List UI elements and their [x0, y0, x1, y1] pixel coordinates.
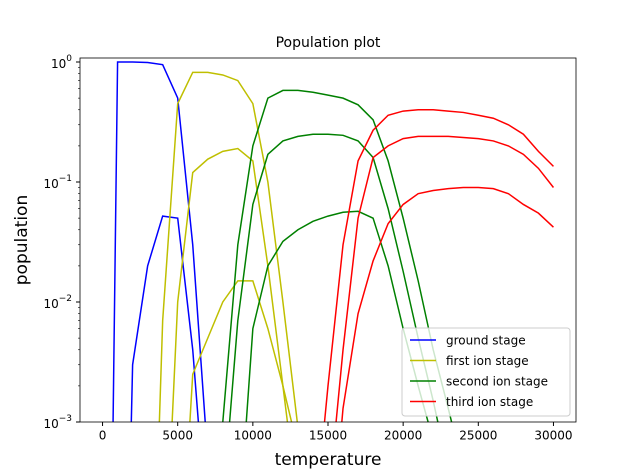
- x-tick-label: 15000: [309, 429, 347, 443]
- series-line: [189, 280, 293, 422]
- x-tick-label: 10000: [234, 429, 272, 443]
- y-tick-exponent: −1: [59, 174, 72, 184]
- y-tick-base: 10: [51, 57, 66, 71]
- series-line: [171, 147, 289, 422]
- series-line: [323, 109, 554, 422]
- x-tick-label: 20000: [384, 429, 422, 443]
- y-tick-label: 10−2: [43, 294, 72, 311]
- chart-title: Population plot: [276, 35, 381, 51]
- y-axis-label: population: [12, 195, 32, 285]
- y-tick-base: 10: [43, 177, 58, 191]
- series-line: [222, 89, 453, 422]
- x-tick-label: 5000: [162, 429, 193, 443]
- y-tick-exponent: −2: [59, 294, 72, 304]
- y-tick-exponent: 0: [66, 54, 72, 64]
- y-tick-base: 10: [43, 417, 58, 431]
- series-line: [130, 215, 200, 422]
- series-line: [228, 133, 439, 422]
- legend-label: second ion stage: [446, 375, 548, 389]
- series-line: [341, 186, 554, 422]
- series-line: [245, 210, 429, 422]
- legend-label: ground stage: [446, 334, 526, 348]
- legend-box: [401, 327, 571, 417]
- y-tick-exponent: −3: [59, 414, 72, 424]
- legend-label: first ion stage: [446, 354, 529, 368]
- series-line: [112, 61, 206, 422]
- x-axis-label: temperature: [275, 450, 382, 470]
- legend-label: third ion stage: [446, 395, 533, 409]
- series-line: [335, 135, 555, 422]
- axes: 0 5000 10000 15000 20000 25000 3000010−310−210…: [43, 54, 577, 443]
- y-tick-label: 100: [51, 54, 72, 71]
- y-tick-base: 10: [43, 297, 58, 311]
- x-tick-label: 25000: [459, 429, 497, 443]
- y-tick-label: 10−3: [43, 414, 72, 431]
- plot-area: [112, 61, 555, 422]
- y-tick-label: 10−1: [43, 174, 72, 191]
- x-tick-label: 0: [99, 429, 107, 443]
- x-tick-label: 30000: [534, 429, 572, 443]
- series-line: [158, 71, 299, 422]
